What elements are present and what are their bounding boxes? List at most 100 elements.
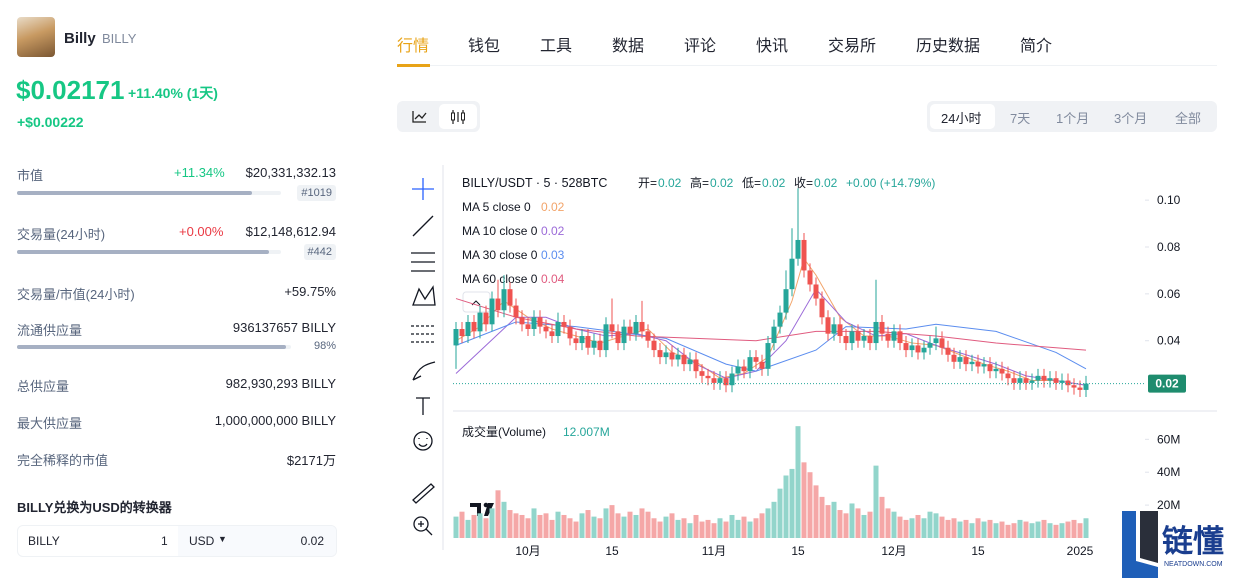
candle-body — [1035, 375, 1041, 381]
emoji-tool[interactable] — [413, 431, 433, 451]
volume-bar — [585, 510, 591, 538]
watermark-title: 链懂 — [1162, 524, 1224, 559]
candle-body — [915, 345, 921, 353]
candle-body — [777, 312, 783, 327]
range-button[interactable]: 24小时 — [941, 111, 982, 126]
range-button[interactable]: 全部 — [1175, 111, 1202, 126]
volume-bar — [1083, 518, 1089, 538]
converter-to[interactable]: USD — [189, 534, 215, 548]
candle-body — [1005, 373, 1011, 379]
candle-body — [543, 326, 549, 332]
prediction-tool[interactable] — [411, 325, 435, 343]
candle-body — [999, 368, 1005, 374]
candle-body — [699, 371, 705, 376]
ohlc-label: 高= — [690, 175, 709, 190]
volume-bar — [501, 501, 507, 538]
range-group — [927, 101, 1217, 132]
ma-value: 0.03 — [541, 248, 565, 262]
range-button[interactable]: 7天 — [1010, 111, 1031, 126]
candle-body — [873, 321, 879, 344]
text-tool[interactable] — [416, 397, 430, 415]
candle-body — [681, 354, 687, 365]
candle-body — [567, 326, 573, 339]
ma-line — [455, 288, 1087, 386]
line-chart-button[interactable] — [400, 104, 438, 129]
ruler-tool[interactable] — [412, 483, 435, 504]
x-tick-label: 12月 — [881, 544, 906, 558]
candle-body — [795, 239, 801, 259]
volume-bar — [627, 511, 633, 538]
volume-title: 成交量(Volume) — [462, 424, 546, 439]
volume-bar — [657, 521, 663, 538]
tab[interactable]: 工具 — [540, 38, 573, 55]
x-tick-label: 2025 — [1067, 544, 1094, 558]
volume-bar — [717, 518, 723, 538]
tab-divider — [397, 65, 1217, 66]
candle-body — [765, 343, 771, 369]
candle-body — [801, 239, 807, 271]
range-button[interactable]: 3个月 — [1114, 111, 1148, 126]
candle-chart-button[interactable] — [439, 104, 477, 129]
volume-bar — [723, 521, 729, 538]
candle-body — [897, 331, 903, 344]
volume-bar — [837, 510, 843, 538]
candle-body — [1029, 380, 1035, 383]
coin-change-abs: +$0.00222 — [17, 114, 84, 130]
ma-value: 0.02 — [541, 224, 565, 238]
volume-bar — [471, 514, 477, 538]
tab[interactable]: 交易所 — [828, 38, 877, 55]
ma-line — [455, 298, 1087, 351]
rank-badge: #1019 — [297, 185, 336, 201]
volume-bar — [1035, 521, 1041, 538]
drawing-toolbar[interactable] — [411, 178, 436, 536]
tab[interactable]: 行情 — [397, 38, 430, 55]
tab[interactable]: 快讯 — [756, 38, 789, 55]
candle-body — [759, 361, 765, 369]
pattern-tool[interactable] — [412, 285, 436, 306]
volume-bar — [579, 513, 585, 538]
last-price-label: 0.02 — [1155, 377, 1179, 391]
tab[interactable]: 历史数据 — [916, 38, 981, 55]
brush-tool[interactable] — [412, 361, 436, 381]
volume-bar — [519, 514, 525, 538]
converter-amount[interactable]: 1 — [161, 534, 168, 548]
volume-bar — [597, 518, 603, 538]
volume-bar — [885, 508, 891, 538]
volume-bar — [969, 523, 975, 538]
tab[interactable]: 评论 — [684, 38, 717, 55]
volume-bar — [729, 514, 735, 538]
volume-bar — [507, 510, 513, 538]
stat-value: $12,148,612.94 — [245, 224, 336, 239]
tab[interactable]: 数据 — [612, 38, 645, 55]
candle-body — [771, 326, 777, 344]
fib-tool[interactable] — [411, 252, 435, 272]
range-button[interactable]: 1个月 — [1056, 111, 1090, 126]
tab[interactable]: 钱包 — [468, 38, 501, 55]
volume-bar — [1005, 524, 1011, 538]
candle-body — [555, 321, 561, 337]
candle-body — [969, 361, 975, 365]
volume-bar — [549, 519, 555, 538]
zoom-tool[interactable] — [413, 516, 429, 532]
volume-bar — [921, 518, 927, 538]
volume-bar — [819, 496, 825, 538]
converter-title: BILLY兑换为USD的转换器 — [17, 500, 172, 515]
candle-body — [939, 338, 945, 348]
volume-bar — [603, 508, 609, 538]
ohlc-value: 0.02 — [710, 176, 734, 190]
candle-body — [627, 326, 633, 334]
candle-body — [717, 378, 723, 383]
tab[interactable]: 简介 — [1020, 38, 1053, 55]
progress-track — [17, 345, 291, 349]
candle-body — [861, 336, 867, 341]
volume-bar — [1023, 521, 1029, 538]
candle-body — [855, 331, 861, 341]
crosshair-tool[interactable] — [412, 178, 434, 200]
x-tick-label: 15 — [605, 544, 619, 558]
trendline-tool[interactable] — [412, 215, 434, 237]
candle-body — [975, 361, 981, 367]
volume-bar — [483, 518, 489, 538]
volume-bar — [1017, 519, 1023, 538]
candle-body — [549, 331, 555, 337]
